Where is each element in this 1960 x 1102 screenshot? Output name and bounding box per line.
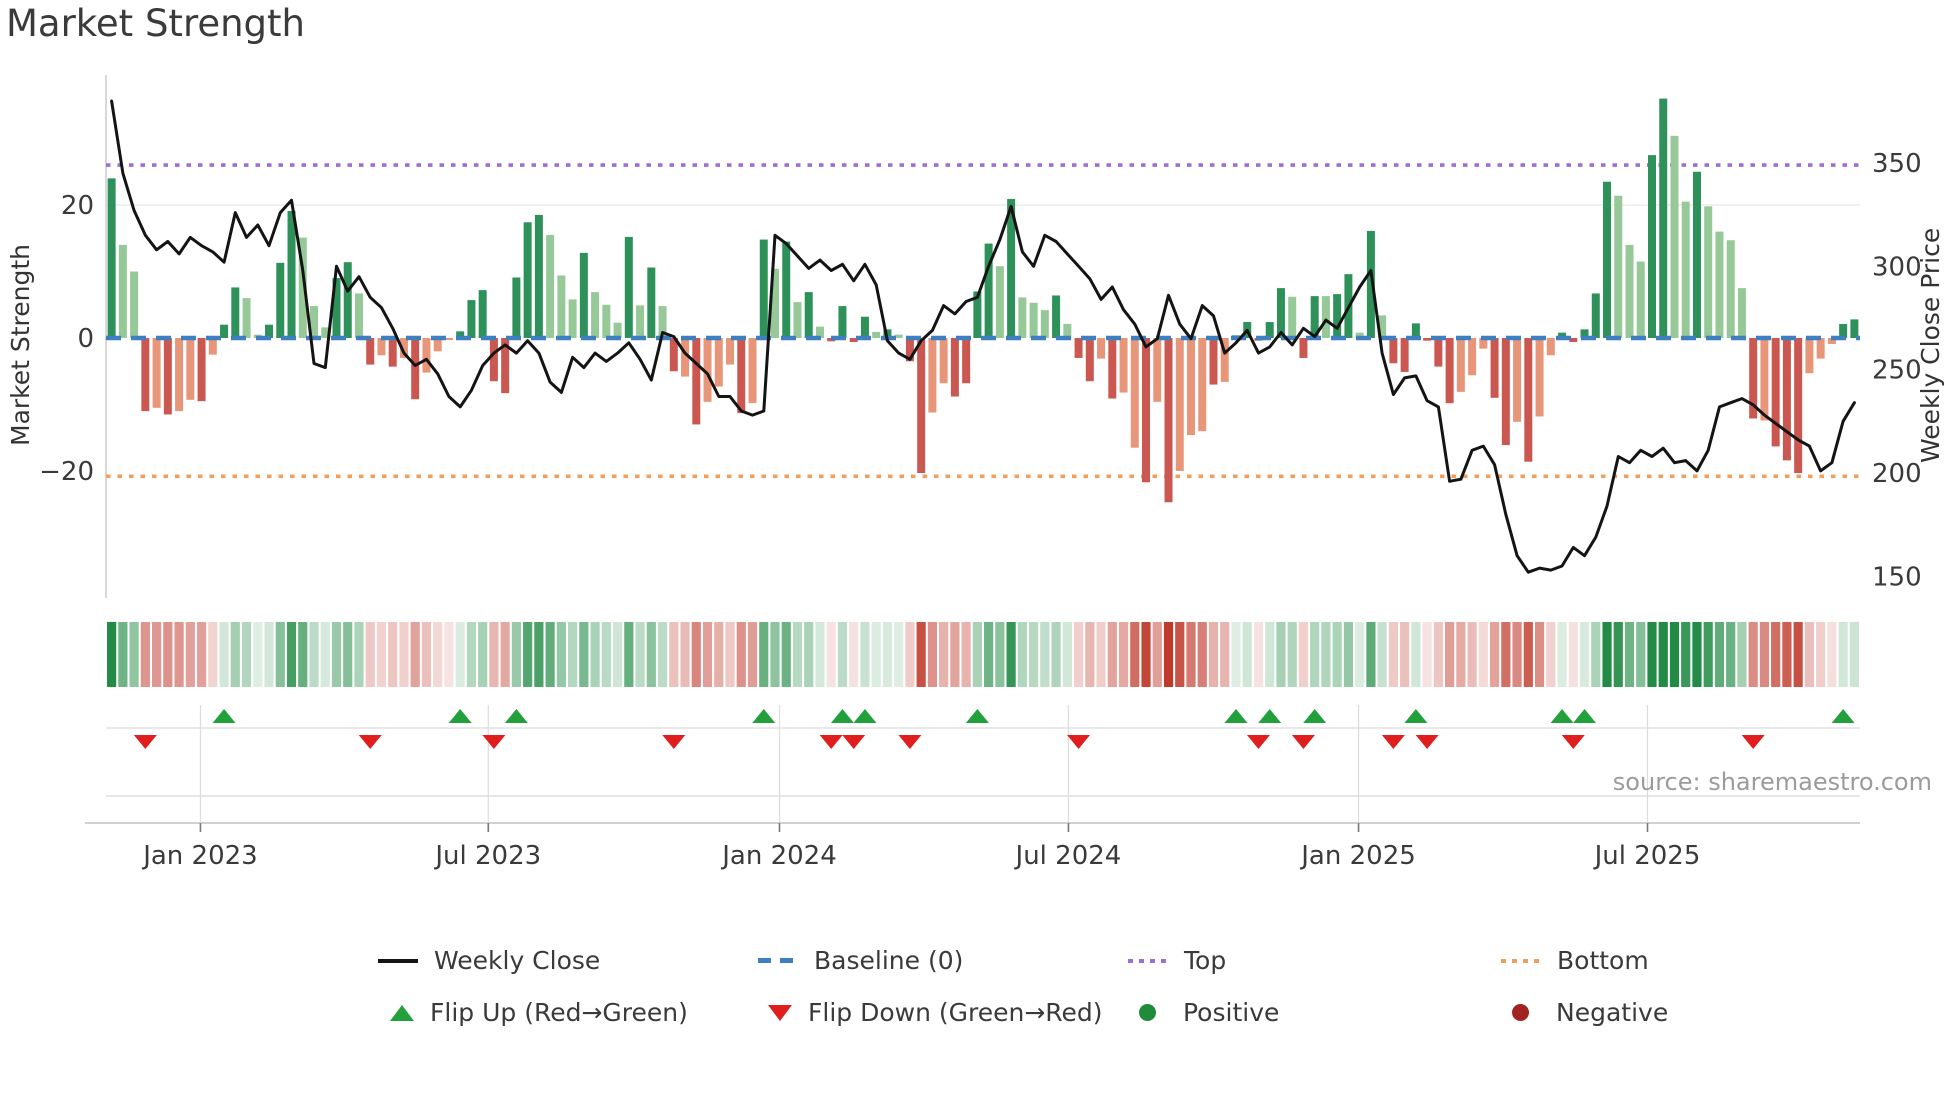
- legend-label: Weekly Close: [434, 946, 601, 975]
- market-strength-chart: Jan 2023 Jul 2023 Jan 2024 Jul 2024 Jan 2025…: [39, 75, 1922, 871]
- bottom-dotted-swatch: [1501, 958, 1541, 963]
- svg-text:200: 200: [1872, 459, 1922, 489]
- baseline-dash-swatch: [758, 958, 798, 963]
- top-dotted-swatch: [1128, 958, 1168, 963]
- legend-item-flip-up: Flip Up (Red→Green): [390, 998, 688, 1027]
- legend-item-positive: Positive: [1128, 998, 1279, 1027]
- legend-label: Top: [1184, 946, 1227, 975]
- svg-text:Jan 2024: Jan 2024: [720, 841, 837, 871]
- svg-text:Jul 2023: Jul 2023: [433, 841, 541, 871]
- legend-label: Baseline (0): [814, 946, 964, 975]
- legend-item-flip-down: Flip Down (Green→Red): [768, 998, 1103, 1027]
- svg-text:300: 300: [1872, 252, 1922, 282]
- svg-text:Jan 2025: Jan 2025: [1299, 841, 1416, 871]
- negative-dot-icon: [1512, 1004, 1529, 1021]
- svg-text:Jan 2023: Jan 2023: [141, 841, 258, 871]
- weekly-close-line-swatch: [378, 958, 418, 963]
- positive-dot-icon: [1139, 1004, 1156, 1021]
- legend-label: Negative: [1556, 998, 1669, 1027]
- flip-up-triangle-icon: [390, 1004, 414, 1021]
- flip-down-triangle-icon: [768, 1004, 792, 1021]
- svg-text:350: 350: [1872, 149, 1922, 179]
- legend-item-negative: Negative: [1501, 998, 1668, 1027]
- svg-text:Jul 2024: Jul 2024: [1014, 841, 1122, 871]
- legend-item-bottom: Bottom: [1501, 946, 1649, 975]
- legend-item-top: Top: [1128, 946, 1226, 975]
- svg-text:Jul 2025: Jul 2025: [1593, 841, 1701, 871]
- legend-item-weekly-close: Weekly Close: [378, 946, 600, 975]
- legend-label: Flip Down (Green→Red): [808, 998, 1103, 1027]
- source-credit: source: sharemaestro.com: [1612, 768, 1932, 796]
- page-title: Market Strength: [6, 2, 305, 45]
- legend-label: Bottom: [1557, 946, 1649, 975]
- legend-item-baseline: Baseline (0): [758, 946, 963, 975]
- svg-text:−20: −20: [39, 457, 94, 487]
- svg-text:20: 20: [61, 191, 94, 221]
- legend-label: Positive: [1183, 998, 1280, 1027]
- svg-text:0: 0: [77, 324, 94, 354]
- svg-text:150: 150: [1872, 562, 1922, 592]
- svg-text:250: 250: [1872, 356, 1922, 386]
- legend-label: Flip Up (Red→Green): [430, 998, 688, 1027]
